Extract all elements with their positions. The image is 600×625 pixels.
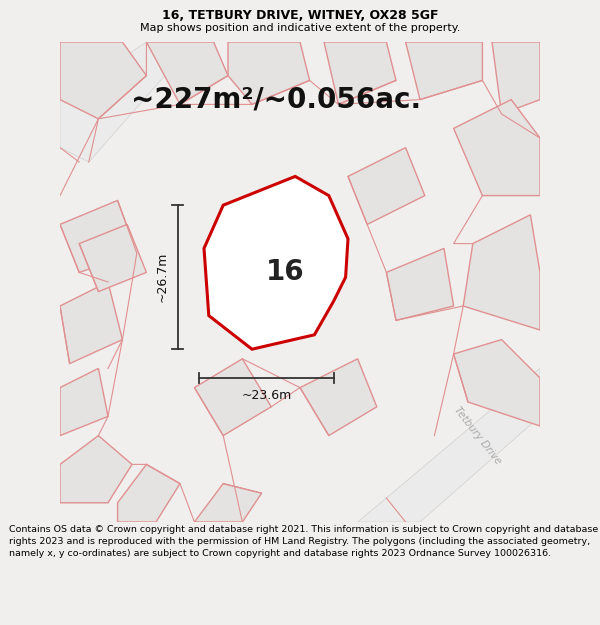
Polygon shape	[386, 248, 454, 321]
Polygon shape	[204, 176, 348, 349]
Text: Tetbury Drive: Tetbury Drive	[452, 405, 503, 466]
Polygon shape	[324, 42, 396, 104]
Polygon shape	[358, 368, 540, 522]
Polygon shape	[60, 42, 194, 162]
Polygon shape	[454, 339, 540, 426]
Text: ~227m²/~0.056ac.: ~227m²/~0.056ac.	[131, 86, 421, 114]
Polygon shape	[118, 464, 180, 522]
Polygon shape	[194, 359, 271, 436]
Text: 16, TETBURY DRIVE, WITNEY, OX28 5GF: 16, TETBURY DRIVE, WITNEY, OX28 5GF	[162, 9, 438, 22]
Polygon shape	[79, 224, 146, 292]
Polygon shape	[146, 42, 228, 104]
Polygon shape	[60, 282, 122, 364]
Polygon shape	[228, 42, 310, 104]
Polygon shape	[406, 42, 482, 99]
Polygon shape	[492, 42, 540, 114]
Polygon shape	[60, 436, 132, 502]
Polygon shape	[463, 215, 540, 330]
Polygon shape	[60, 368, 108, 436]
Text: Map shows position and indicative extent of the property.: Map shows position and indicative extent…	[140, 22, 460, 32]
Text: ~23.6m: ~23.6m	[241, 389, 292, 401]
Polygon shape	[300, 359, 377, 436]
Polygon shape	[60, 201, 137, 272]
Polygon shape	[348, 148, 425, 224]
Text: ~26.7m: ~26.7m	[156, 252, 169, 302]
Polygon shape	[194, 484, 262, 522]
Polygon shape	[60, 42, 146, 119]
Text: Contains OS data © Crown copyright and database right 2021. This information is : Contains OS data © Crown copyright and d…	[9, 525, 598, 558]
Text: 16: 16	[266, 258, 305, 286]
Polygon shape	[454, 99, 540, 196]
